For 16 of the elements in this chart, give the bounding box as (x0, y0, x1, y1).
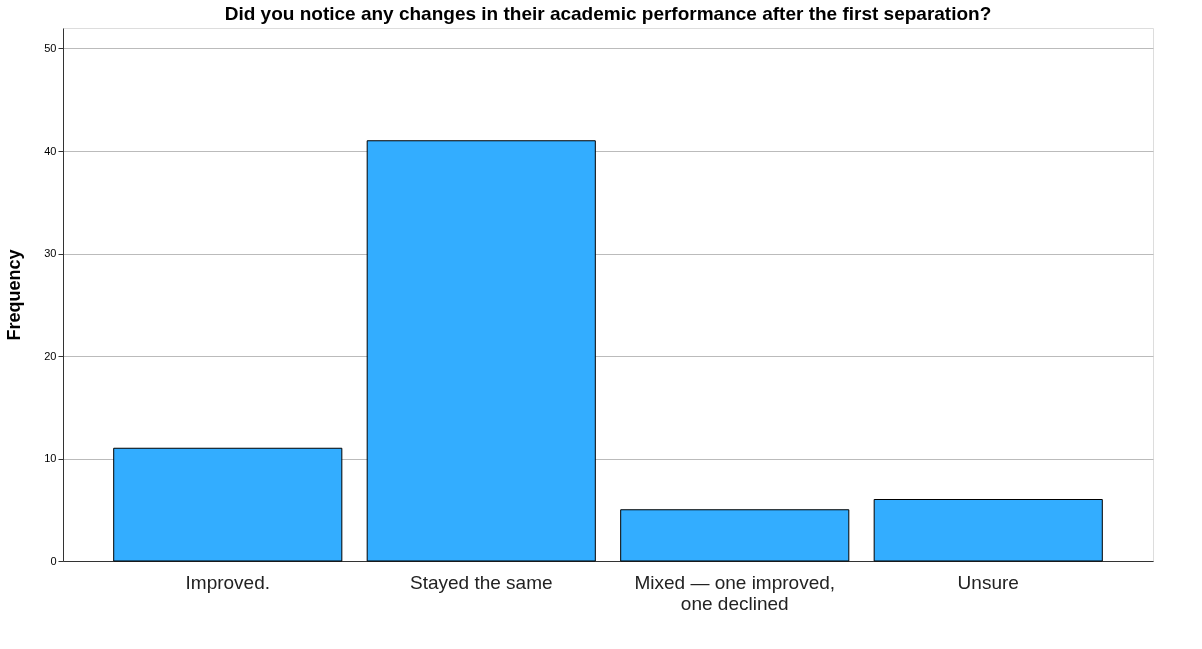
bar (366, 140, 596, 562)
y-tick-label: 50 (44, 42, 57, 54)
bar (873, 499, 1103, 562)
x-tick-label: Unsure (957, 571, 1019, 593)
bar (620, 509, 850, 562)
y-tick-label: 0 (50, 554, 57, 567)
y-tick-label: 30 (44, 247, 57, 259)
y-axis-title: Frequency (4, 249, 25, 341)
y-tick-label: 20 (44, 349, 57, 362)
x-tick-label: Improved. (185, 571, 271, 593)
y-tick-label: 10 (44, 452, 57, 464)
y-tick-label: 40 (44, 144, 57, 157)
x-tick-label: Mixed — one improved, one declined (634, 571, 836, 614)
chart-title: Did you notice any changes in their academic performance after the first separation? (224, 3, 992, 24)
x-tick-label: Stayed the same (409, 571, 553, 593)
bar (113, 447, 343, 562)
